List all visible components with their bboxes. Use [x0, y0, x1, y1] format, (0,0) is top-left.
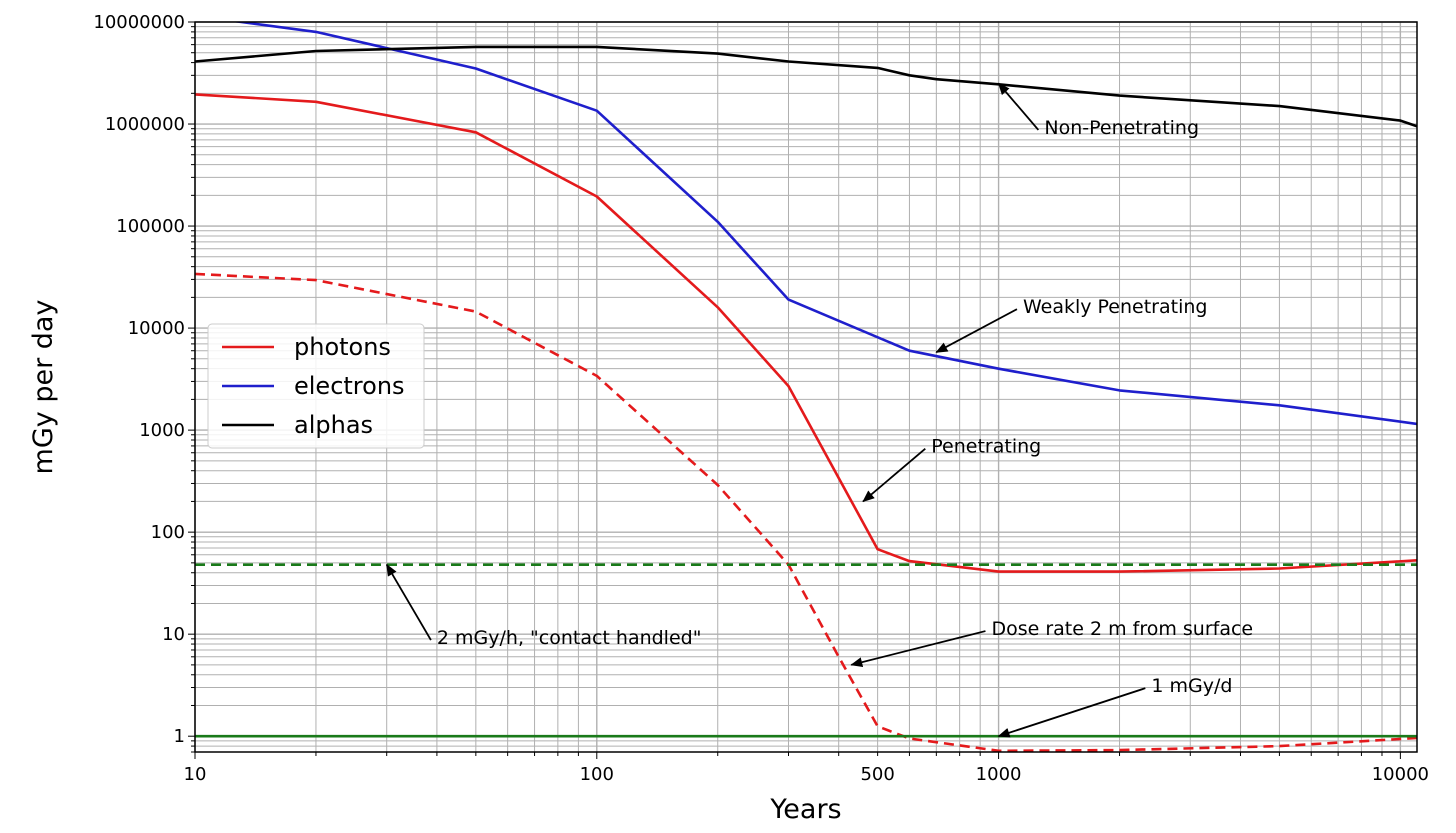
annotation-arrow — [997, 687, 1146, 738]
annotation-label: Penetrating — [931, 436, 1041, 458]
series-line-alphas — [195, 45, 1417, 128]
series-line-electrons — [231, 22, 1417, 426]
annotations: Non-Penetrating Weakly Penetrating Penetra… — [385, 82, 1253, 738]
annotation-arrow — [385, 563, 432, 641]
plot-frame — [194, 21, 1418, 753]
annotation-label: 2 mGy/h, "contact handled" — [437, 627, 702, 649]
series-line-photons-at-2-m — [195, 272, 1417, 752]
series-line-photons — [195, 93, 1417, 573]
legend: photons electrons alphas — [207, 323, 425, 449]
annotation-label: 1 mGy/d — [1151, 675, 1232, 697]
y-tick-label: 10000000 — [93, 12, 185, 33]
x-tick-label: 10000 — [1372, 764, 1429, 785]
annotation-arrow — [997, 82, 1040, 131]
axes: 10 100 500 1000 10000 1 10 100 1000 10000 100000 10… — [93, 12, 1429, 785]
x-tick-label: 100 — [580, 764, 614, 785]
x-tick-label: 10 — [184, 764, 207, 785]
annotation-label: Non-Penetrating — [1044, 117, 1199, 139]
series-layer — [195, 22, 1417, 752]
x-tick-label: 500 — [860, 764, 894, 785]
y-tick-label: 100 — [151, 522, 185, 543]
annotation-label: Dose rate 2 m from surface — [991, 618, 1253, 640]
x-tick-label: 1000 — [976, 764, 1022, 785]
x-axis-title: Years — [769, 794, 841, 825]
annotation-arrow — [935, 308, 1018, 354]
y-tick-label: 1000000 — [105, 114, 185, 135]
y-axis-title: mGy per day — [28, 300, 59, 475]
y-tick-label: 10 — [162, 624, 185, 645]
annotation-label: Weakly Penetrating — [1023, 296, 1208, 318]
annotation-arrow — [862, 448, 926, 503]
y-tick-label: 100000 — [116, 216, 185, 237]
legend-label: photons — [294, 333, 391, 361]
y-tick-label: 1000 — [139, 420, 185, 441]
legend-label: alphas — [294, 411, 373, 439]
annotation-arrow — [850, 630, 986, 668]
legend-label: electrons — [294, 372, 405, 400]
legend-box — [207, 323, 425, 449]
y-tick-label: 10000 — [128, 318, 185, 339]
y-tick-label: 1 — [174, 726, 185, 747]
